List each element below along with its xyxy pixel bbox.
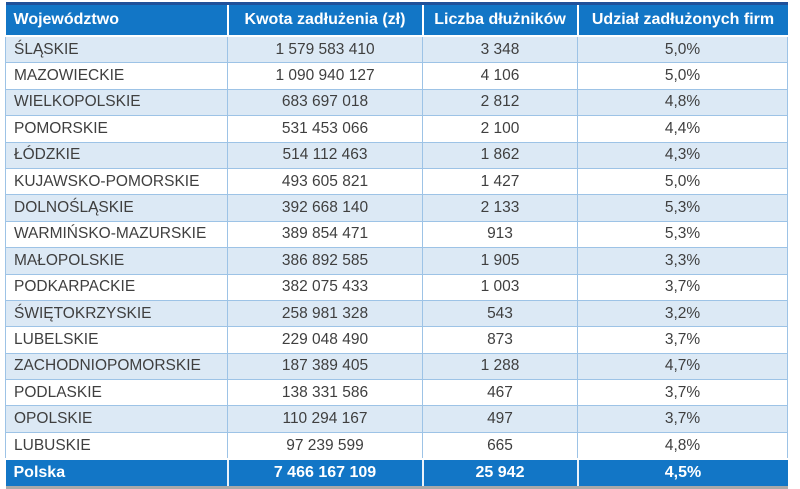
table-row: PODKARPACKIE 382 075 433 1 003 3,7% <box>5 273 788 301</box>
amount-cell: 514 112 463 <box>227 141 423 169</box>
amount-cell: 1 579 583 410 <box>227 35 423 64</box>
table-row: ŚWIĘTOKRZYSKIE 258 981 328 543 3,2% <box>5 299 788 328</box>
table-row: LUBELSKIE 229 048 490 873 3,7% <box>5 326 788 354</box>
amount-cell: 392 668 140 <box>227 194 423 222</box>
total-amount-cell: 7 466 167 109 <box>226 458 423 489</box>
table-row: WIELKOPOLSKIE 683 697 018 2 812 4,8% <box>5 88 788 117</box>
table-footer: Polska 7 466 167 109 25 942 4,5% <box>5 458 788 489</box>
share-cell: 3,2% <box>577 299 788 328</box>
share-cell: 3,3% <box>577 247 788 275</box>
share-cell: 5,3% <box>577 194 788 222</box>
debtors-cell: 1 905 <box>422 247 578 275</box>
region-cell: ŚLĄSKIE <box>5 35 228 64</box>
amount-cell: 1 090 940 127 <box>227 62 423 90</box>
header-row: Województwo Kwota zadłużenia (zł) Liczba… <box>5 3 788 37</box>
amount-cell: 138 331 586 <box>227 379 423 407</box>
region-cell: WIELKOPOLSKIE <box>5 88 228 117</box>
table-body: ŚLĄSKIE 1 579 583 410 3 348 5,0% MAZOWIECKIE… <box>5 35 788 460</box>
table-row: OPOLSKIE 110 294 167 497 3,7% <box>5 405 788 433</box>
share-cell: 4,8% <box>577 431 788 460</box>
table-row: ŚLĄSKIE 1 579 583 410 3 348 5,0% <box>5 35 788 64</box>
voivodeship-debt-table: Województwo Kwota zadłużenia (zł) Liczba… <box>5 2 788 489</box>
share-cell: 4,4% <box>577 115 788 143</box>
table-row: WARMIŃSKO-MAZURSKIE 389 854 471 913 5,3% <box>5 220 788 249</box>
debtors-cell: 3 348 <box>422 35 578 64</box>
region-cell: POMORSKIE <box>5 115 228 143</box>
amount-cell: 187 389 405 <box>227 352 423 381</box>
table-row: PODLASKIE 138 331 586 467 3,7% <box>5 379 788 407</box>
amount-cell: 493 605 821 <box>227 167 423 196</box>
table-row: LUBUSKIE 97 239 599 665 4,8% <box>5 431 788 460</box>
amount-cell: 258 981 328 <box>227 299 423 328</box>
column-header-debtors: Liczba dłużników <box>421 3 578 37</box>
debtors-cell: 2 100 <box>422 115 578 143</box>
region-cell: WARMIŃSKO-MAZURSKIE <box>5 220 228 249</box>
region-cell: ZACHODNIOPOMORSKIE <box>5 352 228 381</box>
debtors-cell: 873 <box>422 326 578 354</box>
share-cell: 5,0% <box>577 35 788 64</box>
share-cell: 4,8% <box>577 88 788 117</box>
region-cell: LUBUSKIE <box>5 431 228 460</box>
amount-cell: 97 239 599 <box>227 431 423 460</box>
share-cell: 5,0% <box>577 167 788 196</box>
total-region-cell: Polska <box>5 458 228 489</box>
debtors-cell: 1 862 <box>422 141 578 169</box>
debtors-cell: 913 <box>422 220 578 249</box>
table-row: KUJAWSKO-POMORSKIE 493 605 821 1 427 5,0% <box>5 167 788 196</box>
debtors-cell: 497 <box>422 405 578 433</box>
region-cell: PODKARPACKIE <box>5 273 228 301</box>
table-row: POMORSKIE 531 453 066 2 100 4,4% <box>5 115 788 143</box>
share-cell: 3,7% <box>577 405 788 433</box>
column-header-region: Województwo <box>5 3 228 37</box>
share-cell: 5,3% <box>577 220 788 249</box>
amount-cell: 389 854 471 <box>227 220 423 249</box>
debtors-cell: 2 133 <box>422 194 578 222</box>
region-cell: MAŁOPOLSKIE <box>5 247 228 275</box>
share-cell: 5,0% <box>577 62 788 90</box>
debtors-cell: 2 812 <box>422 88 578 117</box>
debt-table-container: Województwo Kwota zadłużenia (zł) Liczba… <box>5 2 788 489</box>
debtors-cell: 4 106 <box>422 62 578 90</box>
table-row: ŁÓDZKIE 514 112 463 1 862 4,3% <box>5 141 788 169</box>
region-cell: MAZOWIECKIE <box>5 62 228 90</box>
debtors-cell: 1 003 <box>422 273 578 301</box>
table-row: ZACHODNIOPOMORSKIE 187 389 405 1 288 4,7% <box>5 352 788 381</box>
region-cell: OPOLSKIE <box>5 405 228 433</box>
share-cell: 3,7% <box>577 379 788 407</box>
amount-cell: 110 294 167 <box>227 405 423 433</box>
debtors-cell: 1 427 <box>422 167 578 196</box>
table-row: DOLNOŚLĄSKIE 392 668 140 2 133 5,3% <box>5 194 788 222</box>
table-header: Województwo Kwota zadłużenia (zł) Liczba… <box>5 3 788 37</box>
total-debtors-cell: 25 942 <box>421 458 578 489</box>
amount-cell: 531 453 066 <box>227 115 423 143</box>
table-row: MAŁOPOLSKIE 386 892 585 1 905 3,3% <box>5 247 788 275</box>
region-cell: KUJAWSKO-POMORSKIE <box>5 167 228 196</box>
share-cell: 4,3% <box>577 141 788 169</box>
amount-cell: 683 697 018 <box>227 88 423 117</box>
amount-cell: 229 048 490 <box>227 326 423 354</box>
debtors-cell: 1 288 <box>422 352 578 381</box>
region-cell: LUBELSKIE <box>5 326 228 354</box>
column-header-amount: Kwota zadłużenia (zł) <box>226 3 423 37</box>
column-header-share: Udział zadłużonych firm <box>576 3 788 37</box>
region-cell: DOLNOŚLĄSKIE <box>5 194 228 222</box>
share-cell: 3,7% <box>577 326 788 354</box>
table-row: MAZOWIECKIE 1 090 940 127 4 106 5,0% <box>5 62 788 90</box>
total-share-cell: 4,5% <box>576 458 788 489</box>
amount-cell: 382 075 433 <box>227 273 423 301</box>
share-cell: 4,7% <box>577 352 788 381</box>
debtors-cell: 467 <box>422 379 578 407</box>
share-cell: 3,7% <box>577 273 788 301</box>
debtors-cell: 543 <box>422 299 578 328</box>
debtors-cell: 665 <box>422 431 578 460</box>
region-cell: ŁÓDZKIE <box>5 141 228 169</box>
region-cell: ŚWIĘTOKRZYSKIE <box>5 299 228 328</box>
region-cell: PODLASKIE <box>5 379 228 407</box>
total-row: Polska 7 466 167 109 25 942 4,5% <box>5 458 788 489</box>
amount-cell: 386 892 585 <box>227 247 423 275</box>
